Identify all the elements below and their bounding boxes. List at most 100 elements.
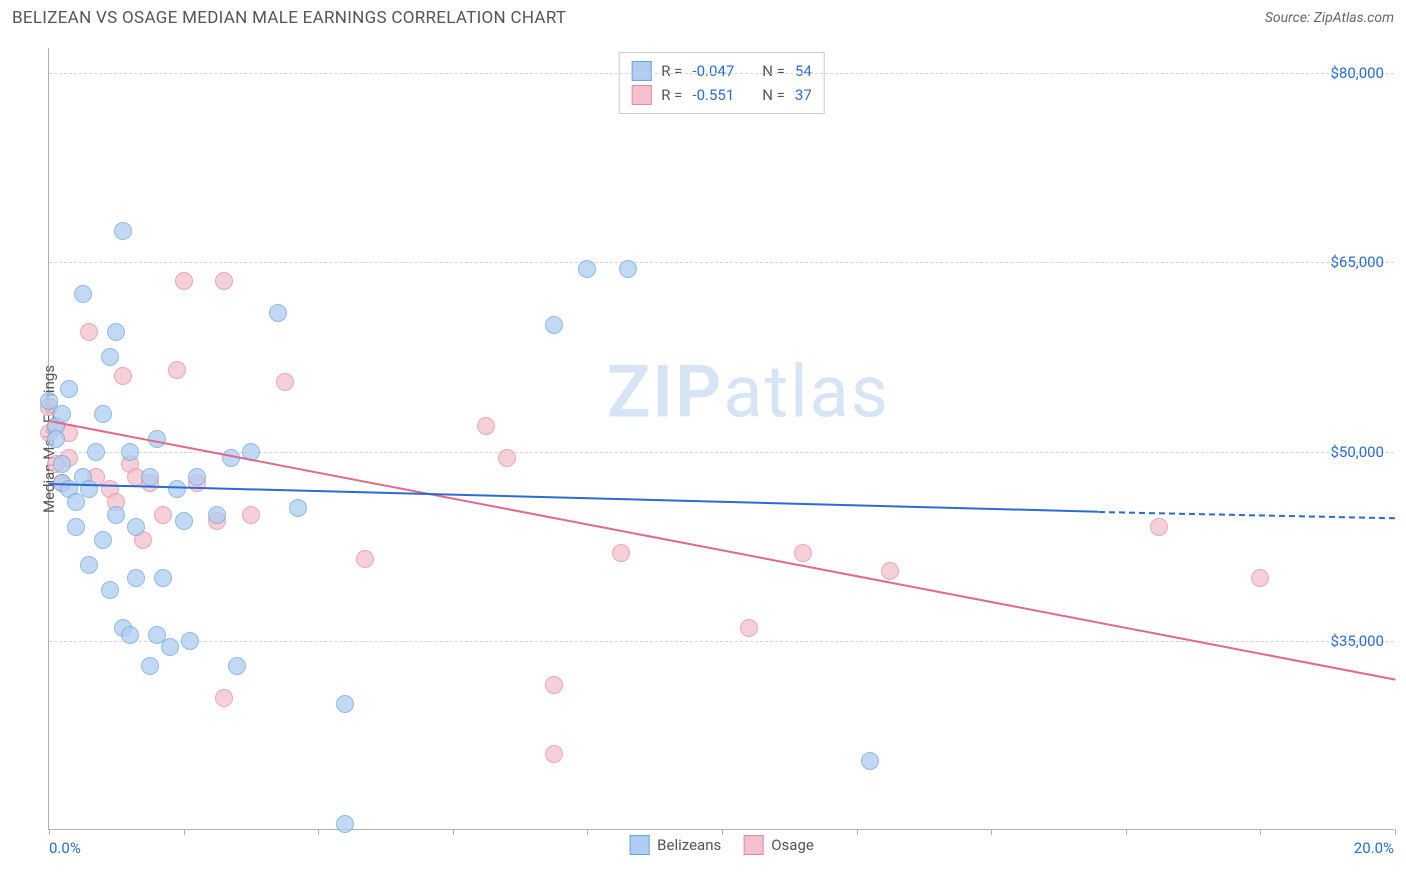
y-tick-label: $65,000 bbox=[1330, 253, 1384, 271]
swatch-belizeans bbox=[631, 61, 651, 81]
data-point-osage bbox=[881, 562, 899, 580]
data-point-belizeans bbox=[336, 815, 354, 833]
data-point-belizeans bbox=[175, 512, 193, 530]
data-point-osage bbox=[356, 550, 374, 568]
data-point-osage bbox=[794, 544, 812, 562]
gridline bbox=[49, 73, 1394, 74]
data-point-belizeans bbox=[127, 569, 145, 587]
data-point-belizeans bbox=[545, 316, 563, 334]
n-value-osage: 37 bbox=[795, 86, 812, 104]
data-point-belizeans bbox=[181, 632, 199, 650]
r-value-belizeans: -0.047 bbox=[692, 62, 734, 80]
data-point-belizeans bbox=[53, 405, 71, 423]
watermark-zip: ZIP bbox=[607, 349, 723, 434]
gridline bbox=[49, 262, 1394, 263]
data-point-belizeans bbox=[47, 430, 65, 448]
data-point-osage bbox=[215, 689, 233, 707]
x-tick-label-max: 20.0% bbox=[1354, 839, 1394, 857]
data-point-belizeans bbox=[161, 638, 179, 656]
legend-series: Belizeans Osage bbox=[629, 835, 814, 855]
data-point-belizeans bbox=[94, 405, 112, 423]
data-point-osage bbox=[740, 619, 758, 637]
x-tick bbox=[857, 829, 858, 835]
data-point-belizeans bbox=[127, 518, 145, 536]
legend-item-belizeans: Belizeans bbox=[629, 835, 721, 855]
trendline-belizeans bbox=[49, 483, 1099, 513]
x-tick-label-min: 0.0% bbox=[49, 839, 81, 857]
x-tick bbox=[1395, 829, 1396, 835]
chart-title: BELIZEAN VS OSAGE MEDIAN MALE EARNINGS C… bbox=[12, 8, 566, 28]
y-tick-label: $50,000 bbox=[1330, 443, 1384, 461]
data-point-belizeans bbox=[141, 657, 159, 675]
data-point-osage bbox=[215, 272, 233, 290]
y-tick-label: $35,000 bbox=[1330, 632, 1384, 650]
data-point-belizeans bbox=[80, 556, 98, 574]
watermark-atlas: atlas bbox=[723, 349, 890, 434]
x-tick bbox=[49, 829, 50, 835]
swatch-osage bbox=[743, 835, 763, 855]
x-tick bbox=[722, 829, 723, 835]
x-tick bbox=[184, 829, 185, 835]
x-tick bbox=[453, 829, 454, 835]
watermark: ZIPatlas bbox=[607, 349, 890, 434]
data-point-belizeans bbox=[53, 455, 71, 473]
data-point-belizeans bbox=[208, 506, 226, 524]
data-point-belizeans bbox=[107, 506, 125, 524]
data-point-osage bbox=[80, 323, 98, 341]
x-tick bbox=[1260, 829, 1261, 835]
trendline-belizeans-extrapolated bbox=[1099, 511, 1395, 519]
r-label: R = bbox=[661, 86, 682, 104]
x-tick bbox=[1126, 829, 1127, 835]
data-point-belizeans bbox=[154, 569, 172, 587]
data-point-osage bbox=[498, 449, 516, 467]
data-point-osage bbox=[545, 676, 563, 694]
data-point-belizeans bbox=[269, 304, 287, 322]
n-value-belizeans: 54 bbox=[795, 62, 812, 80]
data-point-belizeans bbox=[336, 695, 354, 713]
r-label: R = bbox=[661, 62, 682, 80]
n-label: N = bbox=[762, 62, 785, 80]
data-point-belizeans bbox=[861, 752, 879, 770]
data-point-belizeans bbox=[87, 443, 105, 461]
legend-row-belizeans: R = -0.047 N = 54 bbox=[631, 59, 812, 83]
data-point-osage bbox=[168, 361, 186, 379]
x-tick bbox=[318, 829, 319, 835]
data-point-belizeans bbox=[168, 480, 186, 498]
x-tick bbox=[587, 829, 588, 835]
legend-label-belizeans: Belizeans bbox=[657, 836, 721, 854]
data-point-belizeans bbox=[94, 531, 112, 549]
n-label: N = bbox=[762, 86, 785, 104]
swatch-osage bbox=[631, 85, 651, 105]
legend-row-osage: R = -0.551 N = 37 bbox=[631, 83, 812, 107]
data-point-osage bbox=[545, 745, 563, 763]
data-point-belizeans bbox=[60, 380, 78, 398]
data-point-osage bbox=[175, 272, 193, 290]
data-point-belizeans bbox=[141, 468, 159, 486]
data-point-belizeans bbox=[289, 499, 307, 517]
data-point-osage bbox=[276, 373, 294, 391]
r-value-osage: -0.551 bbox=[692, 86, 734, 104]
data-point-osage bbox=[114, 367, 132, 385]
data-point-belizeans bbox=[121, 626, 139, 644]
data-point-belizeans bbox=[107, 323, 125, 341]
data-point-belizeans bbox=[188, 468, 206, 486]
data-point-belizeans bbox=[114, 222, 132, 240]
data-point-osage bbox=[1150, 518, 1168, 536]
data-point-belizeans bbox=[578, 260, 596, 278]
data-point-belizeans bbox=[121, 443, 139, 461]
chart-plot-area: Median Male Earnings ZIPatlas R = -0.047… bbox=[48, 48, 1394, 830]
data-point-belizeans bbox=[619, 260, 637, 278]
data-point-belizeans bbox=[74, 285, 92, 303]
data-point-osage bbox=[612, 544, 630, 562]
x-tick bbox=[991, 829, 992, 835]
chart-header: BELIZEAN VS OSAGE MEDIAN MALE EARNINGS C… bbox=[0, 0, 1406, 32]
data-point-belizeans bbox=[228, 657, 246, 675]
data-point-osage bbox=[242, 506, 260, 524]
data-point-belizeans bbox=[101, 348, 119, 366]
legend-item-osage: Osage bbox=[743, 835, 814, 855]
data-point-osage bbox=[154, 506, 172, 524]
legend-label-osage: Osage bbox=[771, 836, 814, 854]
data-point-belizeans bbox=[67, 518, 85, 536]
data-point-osage bbox=[477, 417, 495, 435]
chart-source: Source: ZipAtlas.com bbox=[1265, 10, 1394, 26]
